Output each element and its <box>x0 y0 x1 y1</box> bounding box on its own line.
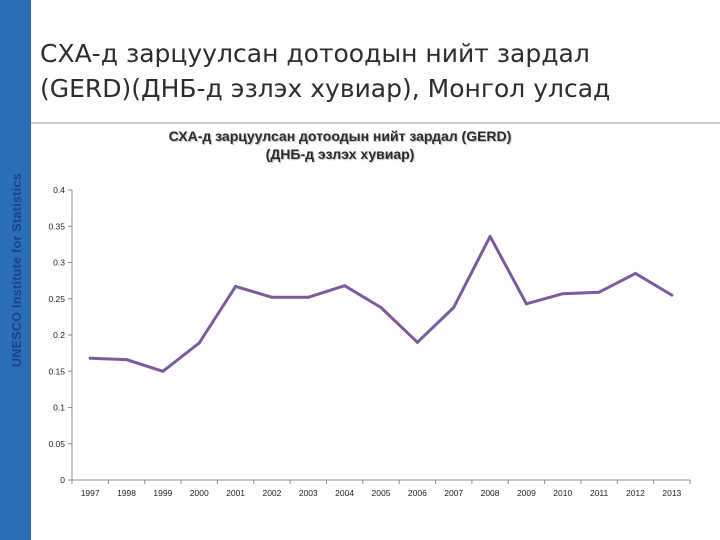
data-point-2011 <box>597 290 601 294</box>
data-point-2002 <box>270 295 274 299</box>
series-line <box>88 234 674 373</box>
data-point-2010 <box>561 292 565 296</box>
x-tick-label: 2002 <box>262 488 281 498</box>
chart-axes <box>68 189 691 484</box>
x-tick-label: 2006 <box>408 488 427 498</box>
y-tick-label: 0 <box>60 475 65 485</box>
data-point-1998 <box>125 358 129 362</box>
x-tick-label: 1997 <box>81 488 100 498</box>
title-divider <box>31 122 720 124</box>
x-tick-label: 2012 <box>626 488 645 498</box>
data-point-1999 <box>161 369 165 373</box>
data-point-2007 <box>452 305 456 309</box>
y-tick-label: 0.1 <box>53 403 65 413</box>
x-tick-label: 2009 <box>517 488 536 498</box>
x-tick-label: 2003 <box>299 488 318 498</box>
x-tick-label: 2001 <box>226 488 245 498</box>
data-point-2013 <box>670 293 674 297</box>
x-tick-label: 1999 <box>153 488 172 498</box>
data-point-2006 <box>415 340 419 344</box>
x-tick-label: 2007 <box>444 488 463 498</box>
x-tick-label: 2010 <box>553 488 572 498</box>
chart-title: СХА-д зарцуулсан дотоодын нийт зардал (G… <box>90 127 590 163</box>
y-tick-label: 0.25 <box>48 294 65 304</box>
data-point-2005 <box>379 305 383 309</box>
data-point-2008 <box>488 234 492 238</box>
data-point-2000 <box>197 341 201 345</box>
y-tick-label: 0.4 <box>53 185 65 195</box>
x-tick-label: 2005 <box>372 488 391 498</box>
slide-title: СХА-д зарцуулсан дотоодын нийт зардал (G… <box>40 36 700 106</box>
x-tick-label: 1998 <box>117 488 136 498</box>
x-tick-label: 2008 <box>481 488 500 498</box>
data-point-2001 <box>234 284 238 288</box>
slide-title-line-1: СХА-д зарцуулсан дотоодын нийт зардал <box>40 39 590 68</box>
x-tick-label: 2000 <box>190 488 209 498</box>
y-tick-label: 0.3 <box>53 258 65 268</box>
chart-series <box>88 234 674 373</box>
data-point-2003 <box>306 295 310 299</box>
y-tick-label: 0.2 <box>53 330 65 340</box>
chart-title-line-1: СХА-д зарцуулсан дотоодын нийт зардал (G… <box>168 128 512 144</box>
data-point-2004 <box>343 284 347 288</box>
x-tick-label: 2013 <box>662 488 681 498</box>
y-tick-label: 0.15 <box>48 366 65 376</box>
y-tick-label: 0.35 <box>48 221 65 231</box>
data-point-1997 <box>88 356 92 360</box>
data-point-2009 <box>524 302 528 306</box>
chart-title-line-2: (ДНБ-д эзлэх хувиар) <box>265 146 415 162</box>
y-axis-labels: 0 0.05 0.1 0.15 0.2 0.25 0.3 0.35 0.4 <box>48 185 65 485</box>
x-axis-labels: 1997 1998 1999 2000 2001 2002 2003 2004 2005 2006… <box>81 488 682 498</box>
data-point-2012 <box>633 271 637 275</box>
side-bar <box>0 0 31 540</box>
slide-title-line-2: (GERD)(ДНБ-д эзлэх хувиар), Монгол улсад <box>40 74 611 103</box>
y-tick-label: 0.05 <box>48 439 65 449</box>
x-tick-label: 2004 <box>335 488 354 498</box>
x-tick-label: 2011 <box>590 488 609 498</box>
